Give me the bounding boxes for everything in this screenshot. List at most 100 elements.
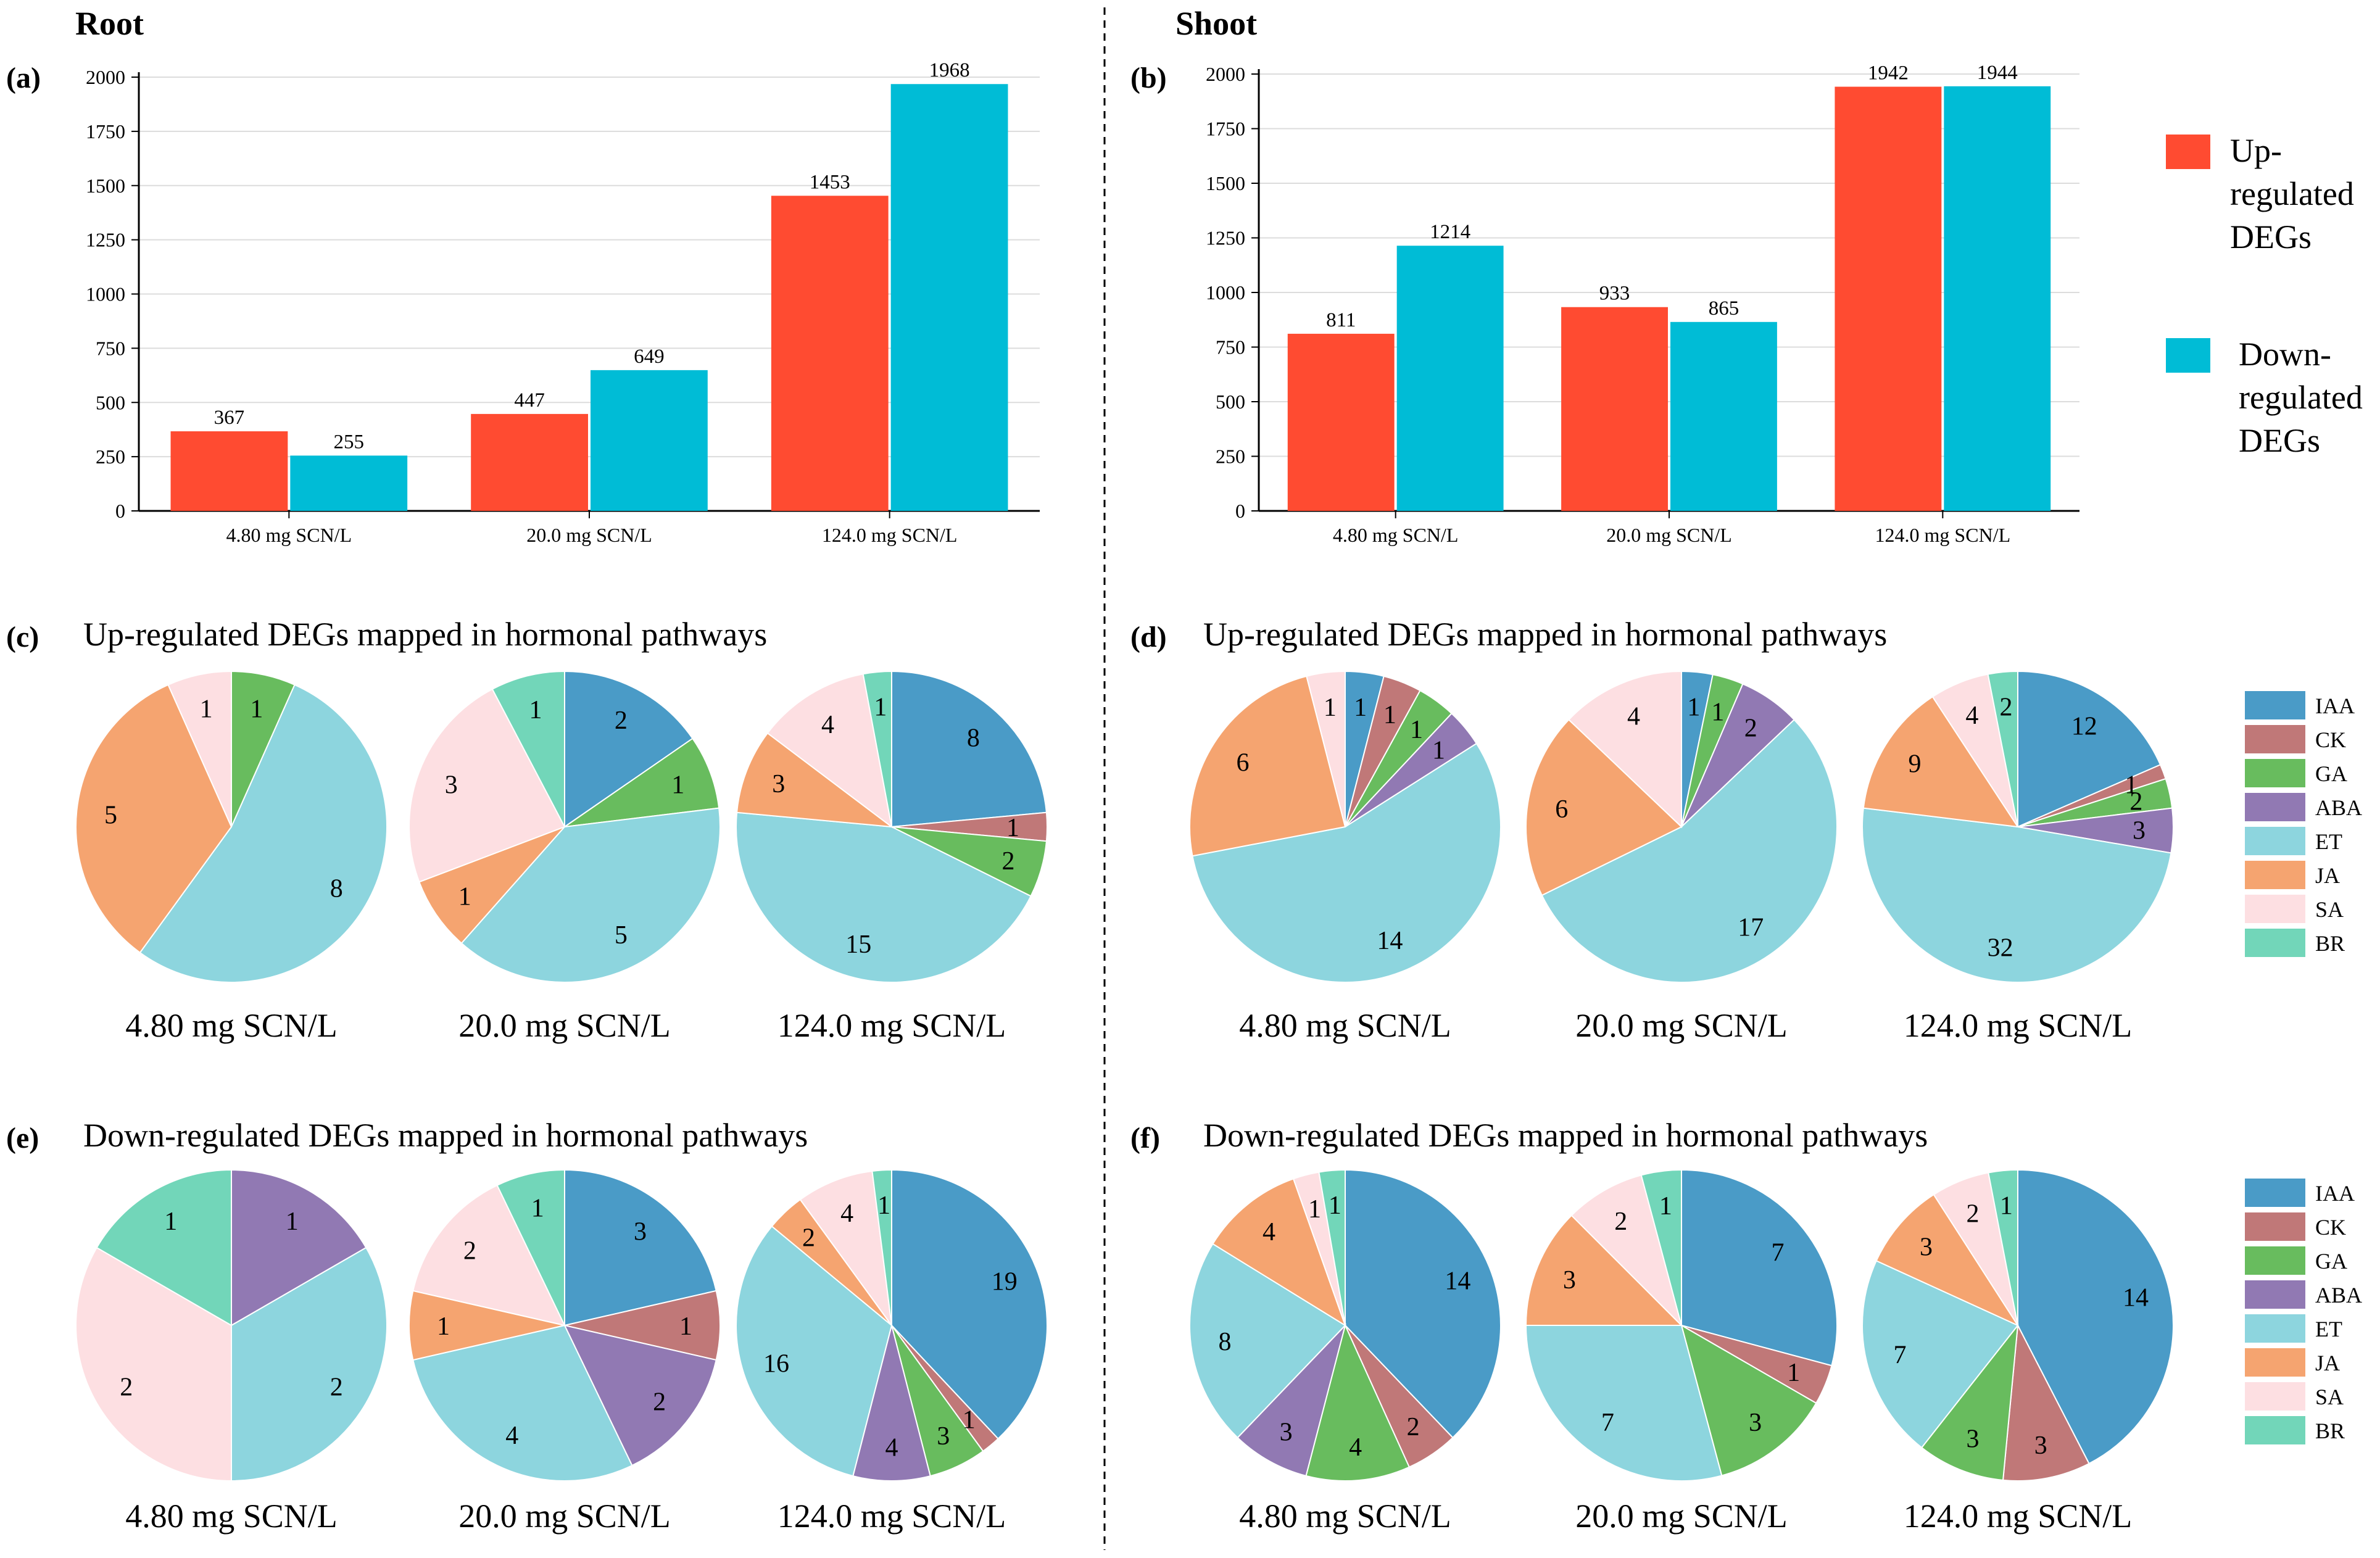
- pie-slice-label: 1: [874, 693, 887, 721]
- pie-slice-label: 3: [1920, 1233, 1933, 1261]
- legend-label-br: BR: [2315, 931, 2345, 956]
- legend-swatch-br: [2245, 929, 2305, 957]
- bar-value-label: 367: [214, 407, 245, 429]
- pie-slice-label: 2: [1614, 1208, 1627, 1236]
- pie-slice-label: 4: [1965, 702, 1978, 730]
- pie-slice-label: 3: [445, 771, 458, 799]
- pie-slice-sa: [1570, 1174, 1683, 1328]
- y-tick-label: 750: [96, 337, 125, 359]
- pie-slice-ga: [564, 737, 720, 827]
- bar-down: [290, 455, 408, 511]
- y-tick-label: 2000: [86, 66, 125, 88]
- bar-down: [890, 84, 1008, 512]
- pie-slice-label: 1: [1687, 693, 1700, 721]
- pie-slice-et: [1862, 1259, 2019, 1449]
- panel-title-f: Down-regulated DEGs mapped in hormonal p…: [1203, 1117, 1928, 1154]
- pie-slice-label: 1: [1787, 1359, 1800, 1387]
- hormone-legend-top: IAA CK GA ABA ET JA SA BR: [2245, 691, 2362, 957]
- pie-slice-iaa: [564, 670, 694, 828]
- pie-slice-ja: [1875, 1193, 2020, 1327]
- x-category-label: 124.0 mg SCN/L: [1875, 524, 2011, 546]
- legend-label-ja: JA: [2315, 863, 2340, 888]
- pie-slice-iaa: [891, 1169, 1048, 1440]
- pie-caption: 4.80 mg SCN/L: [125, 1007, 338, 1044]
- panel-title-e: Down-regulated DEGs mapped in hormonal p…: [83, 1117, 808, 1154]
- legend-down-text-3: DEGs: [2239, 422, 2320, 459]
- pie-slice-label: 19: [992, 1268, 1018, 1296]
- pie-slice-label: 1: [250, 695, 263, 724]
- panel-label-b: (b): [1130, 62, 1167, 94]
- pie-slice-et: [231, 1246, 388, 1482]
- pie-slice-label: 1: [1659, 1192, 1672, 1220]
- pie-slice-label: 1: [1324, 694, 1337, 722]
- bar-up: [771, 196, 889, 511]
- panel-label-d: (d): [1130, 621, 1167, 653]
- legend-label-ja: JA: [2315, 1351, 2340, 1375]
- y-tick-label: 250: [1216, 445, 1245, 468]
- hormone-legend-bottom: IAA CK GA ABA ET JA SA BR: [2245, 1179, 2362, 1444]
- y-tick-label: 0: [1235, 500, 1245, 522]
- pie-slice-ja: [408, 1290, 565, 1361]
- pie-slice-label: 2: [1966, 1200, 1979, 1229]
- legend-label-br: BR: [2315, 1419, 2345, 1443]
- pie-slice-ja: [1862, 695, 2020, 828]
- legend-label-ga: GA: [2315, 1249, 2347, 1274]
- pie-slice-label: 2: [615, 706, 628, 735]
- pie-slice-label: 2: [2000, 693, 2013, 721]
- pie-slice-label: 3: [2133, 817, 2146, 845]
- pie-slice-sa: [412, 1184, 566, 1327]
- pie-slice-label: 4: [840, 1200, 853, 1228]
- pie-slice-label: 1: [529, 696, 542, 724]
- pie-panel-f: (f) Down-regulated DEGs mapped in hormon…: [1130, 1117, 2175, 1535]
- pie-caption: 4.80 mg SCN/L: [125, 1498, 338, 1535]
- pie-slice-et: [139, 684, 388, 984]
- pie-slice-label: 7: [1601, 1409, 1614, 1437]
- y-tick-label: 1500: [86, 175, 125, 197]
- y-tick-label: 1500: [1206, 172, 1245, 194]
- panel-label-c: (c): [6, 621, 39, 653]
- pie-slice-label: 1: [1410, 716, 1423, 744]
- legend-swatch-ck: [2245, 1212, 2305, 1241]
- pie-slice-label: 4: [1627, 702, 1640, 731]
- legend-swatch-iaa: [2245, 691, 2305, 719]
- legend-label-ck: CK: [2315, 727, 2346, 752]
- y-tick-label: 750: [1216, 336, 1245, 358]
- bar-up: [1287, 333, 1395, 511]
- pie-caption: 20.0 mg SCN/L: [1575, 1007, 1788, 1044]
- pie-slice-et: [412, 1324, 633, 1481]
- pie-caption: 20.0 mg SCN/L: [458, 1498, 671, 1535]
- pie-slice-iaa: [564, 1169, 717, 1327]
- pie-slice-sa: [167, 670, 232, 827]
- bar-up: [471, 413, 588, 511]
- bar-chart-a: (a) 0 250 500 750 1000 1250 1500 1750 2000 4.80 m…: [6, 59, 1040, 546]
- pie-slice-et: [1525, 1325, 1723, 1481]
- pie-caption: 124.0 mg SCN/L: [777, 1498, 1006, 1535]
- pie-caption: 20.0 mg SCN/L: [458, 1007, 671, 1044]
- pie-slice-label: 1: [200, 695, 213, 724]
- pie-slice-label: 2: [802, 1224, 815, 1253]
- pie-slice-label: 4: [1263, 1218, 1275, 1246]
- pie-slice-label: 1: [1432, 737, 1445, 765]
- pie-slice-ga: [1920, 1323, 2019, 1481]
- bar-legend: Up- regulated DEGs Down- regulated DEGs: [2166, 132, 2363, 459]
- legend-swatch-ja: [2245, 861, 2305, 889]
- pie-slice-label: 3: [1966, 1425, 1979, 1453]
- pie-slice-label: 2: [120, 1373, 133, 1401]
- pie-slice-et: [1541, 718, 1838, 983]
- pie-slice-et: [736, 811, 1032, 984]
- pie-slice-iaa: [1681, 1169, 1838, 1367]
- pie-slice-label: 1: [877, 1191, 890, 1220]
- pie-slice-br: [1988, 1169, 2018, 1326]
- pie-slice-label: 2: [1744, 715, 1757, 743]
- pie-slice-et: [1862, 807, 2172, 983]
- pie-slice-label: 3: [634, 1217, 647, 1246]
- x-category-label: 20.0 mg SCN/L: [526, 524, 652, 546]
- pie-slice-sa: [408, 688, 566, 883]
- pie-panel-d: (d) Up-regulated DEGs mapped in hormonal…: [1130, 616, 2174, 1044]
- bar-value-label: 1453: [810, 171, 850, 193]
- pie-slice-sa: [766, 673, 893, 829]
- panel-label-f: (f): [1130, 1122, 1160, 1154]
- pie-slice-aba: [563, 1324, 717, 1467]
- pie-slice-label: 8: [967, 724, 980, 753]
